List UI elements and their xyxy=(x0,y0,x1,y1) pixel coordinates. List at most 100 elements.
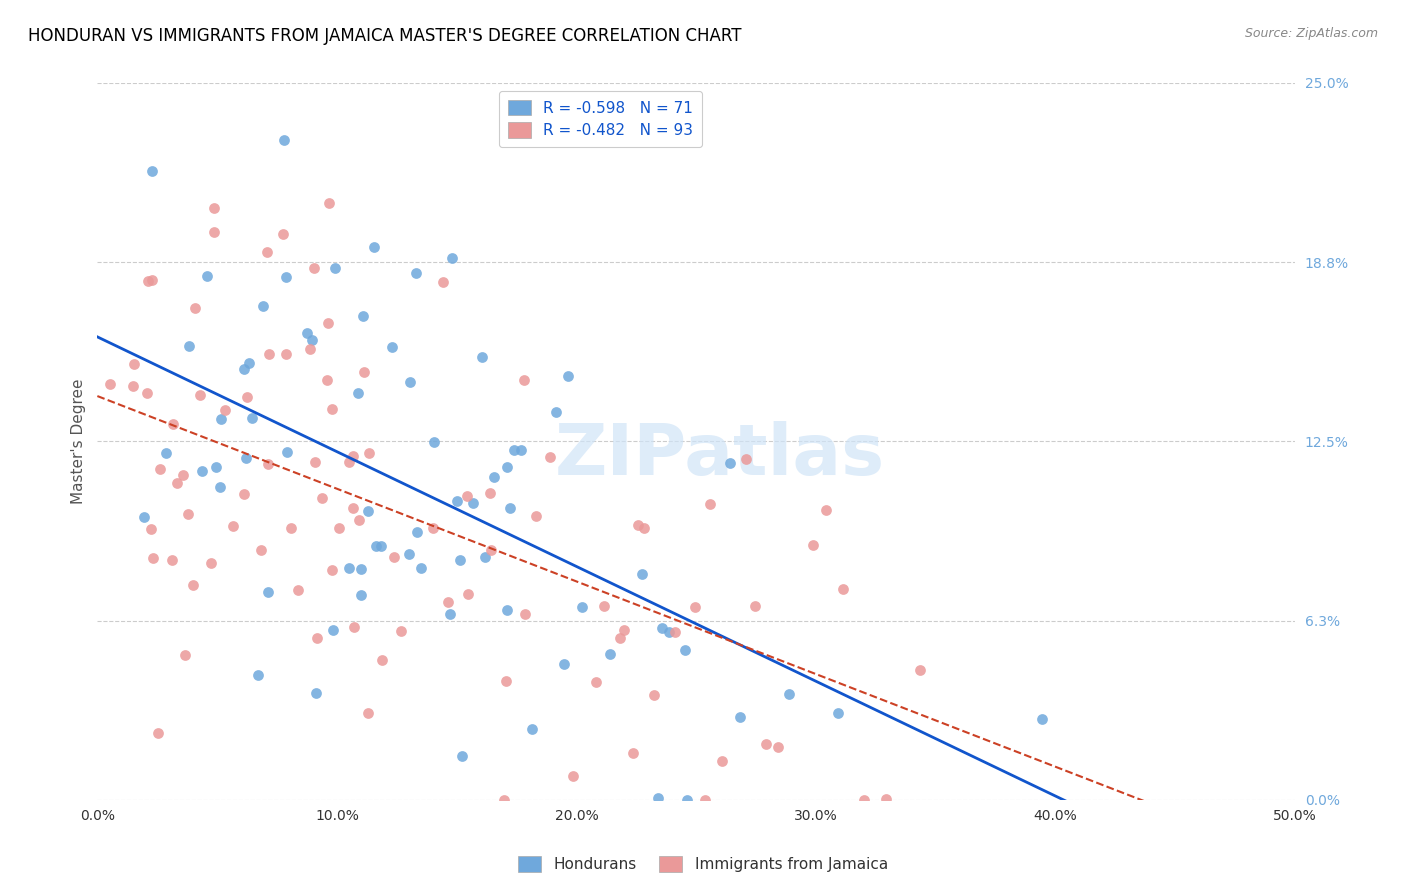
Point xyxy=(673,643,696,657)
Point xyxy=(252,299,274,313)
Point xyxy=(440,251,463,265)
Point xyxy=(451,749,474,764)
Point xyxy=(141,163,163,178)
Point xyxy=(456,490,478,504)
Point xyxy=(305,631,328,645)
Point xyxy=(631,567,654,582)
Text: ZIPatlas: ZIPatlas xyxy=(555,421,886,491)
Point xyxy=(349,562,371,576)
Point xyxy=(299,342,322,356)
Point xyxy=(132,509,155,524)
Point xyxy=(754,737,776,751)
Point xyxy=(437,595,460,609)
Point xyxy=(188,388,211,402)
Point xyxy=(513,373,536,387)
Point xyxy=(363,240,385,254)
Text: Source: ZipAtlas.com: Source: ZipAtlas.com xyxy=(1244,27,1378,40)
Point xyxy=(209,412,232,426)
Point xyxy=(256,244,278,259)
Point xyxy=(342,449,364,463)
Point xyxy=(316,316,339,330)
Point xyxy=(658,625,681,640)
Point xyxy=(538,450,561,465)
Point xyxy=(135,385,157,400)
Point xyxy=(287,582,309,597)
Point xyxy=(214,402,236,417)
Point xyxy=(734,452,756,467)
Point xyxy=(481,543,503,558)
Point xyxy=(350,588,373,602)
Point xyxy=(321,563,343,577)
Point xyxy=(349,512,371,526)
Point xyxy=(471,351,494,365)
Point xyxy=(494,793,516,807)
Point xyxy=(346,386,368,401)
Point xyxy=(240,411,263,425)
Point xyxy=(423,435,446,450)
Point xyxy=(651,621,673,635)
Point xyxy=(457,587,479,601)
Point xyxy=(478,486,501,500)
Point xyxy=(599,647,621,661)
Point xyxy=(181,578,204,592)
Point xyxy=(482,470,505,484)
Point xyxy=(411,561,433,575)
Point xyxy=(149,461,172,475)
Legend: Hondurans, Immigrants from Jamaica: Hondurans, Immigrants from Jamaica xyxy=(510,848,896,880)
Point xyxy=(195,268,218,283)
Point xyxy=(177,339,200,353)
Point xyxy=(432,275,454,289)
Point xyxy=(352,310,374,324)
Y-axis label: Master's Degree: Master's Degree xyxy=(72,378,86,504)
Point xyxy=(209,480,232,494)
Point xyxy=(205,459,228,474)
Point xyxy=(592,599,614,613)
Point xyxy=(406,525,429,540)
Point xyxy=(357,706,380,720)
Point xyxy=(499,500,522,515)
Point xyxy=(304,455,326,469)
Point xyxy=(544,405,567,419)
Point xyxy=(250,542,273,557)
Point xyxy=(304,261,326,276)
Point xyxy=(814,503,837,517)
Point xyxy=(557,369,579,384)
Legend: R = -0.598   N = 71, R = -0.482   N = 93: R = -0.598 N = 71, R = -0.482 N = 93 xyxy=(499,91,702,147)
Point xyxy=(621,747,644,761)
Point xyxy=(353,365,375,379)
Point xyxy=(174,648,197,662)
Point xyxy=(343,620,366,634)
Point xyxy=(503,442,526,457)
Point xyxy=(495,673,517,688)
Point xyxy=(247,668,270,682)
Point xyxy=(172,467,194,482)
Point xyxy=(124,357,146,371)
Point xyxy=(276,445,298,459)
Point xyxy=(398,376,420,390)
Point xyxy=(233,487,256,501)
Point xyxy=(273,227,295,242)
Point xyxy=(728,710,751,724)
Point xyxy=(139,522,162,536)
Point xyxy=(155,445,177,459)
Point xyxy=(342,500,364,515)
Point xyxy=(553,657,575,671)
Point xyxy=(337,455,360,469)
Point xyxy=(160,553,183,567)
Point xyxy=(495,460,517,475)
Point xyxy=(766,739,789,754)
Point xyxy=(233,362,256,376)
Point xyxy=(571,600,593,615)
Point xyxy=(200,557,222,571)
Point xyxy=(778,687,800,701)
Point xyxy=(744,599,766,614)
Point xyxy=(627,517,650,532)
Point xyxy=(422,521,444,535)
Point xyxy=(875,792,897,806)
Point xyxy=(166,475,188,490)
Point xyxy=(633,521,655,535)
Point xyxy=(510,442,533,457)
Point xyxy=(202,201,225,215)
Point xyxy=(142,551,165,566)
Point xyxy=(305,686,328,700)
